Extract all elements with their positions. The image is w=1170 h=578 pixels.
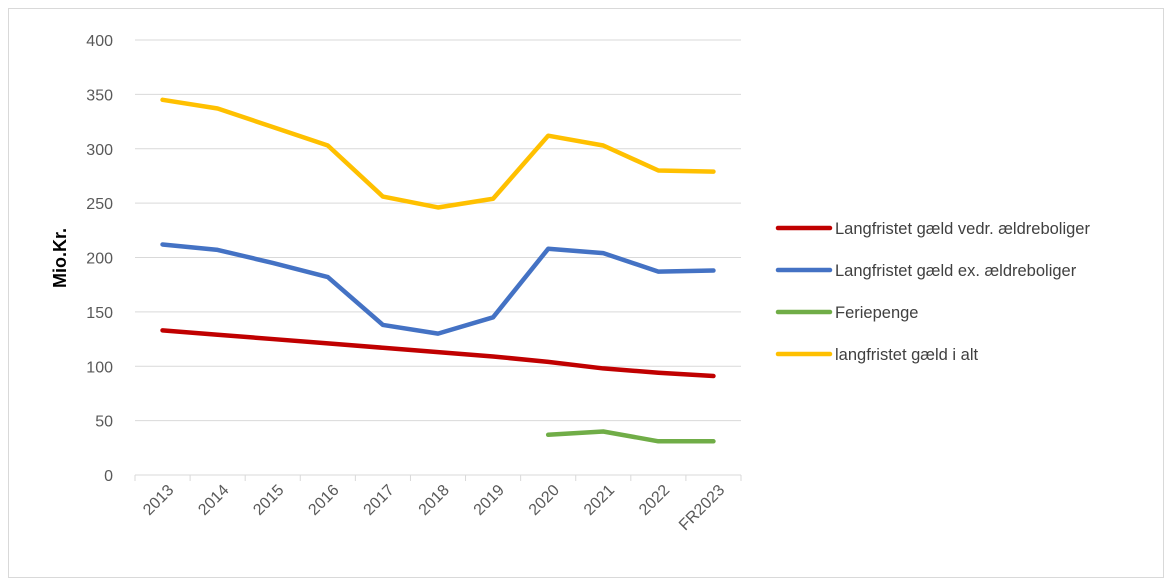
x-tick-label: 2015: [250, 482, 287, 519]
y-tick-label: 100: [86, 359, 113, 376]
y-tick-labels: 0 50 100 150 200 250 300 350 400: [86, 33, 113, 485]
y-tick-label: 300: [86, 142, 113, 159]
series-line-3: [545, 429, 716, 444]
x-tick-label: 2014: [195, 482, 232, 519]
gridlines: [135, 39, 741, 422]
legend-label: Feriepenge: [835, 304, 918, 322]
y-tick-label: 50: [95, 414, 113, 431]
y-tick-label: 350: [86, 87, 113, 104]
x-tick-label: 2021: [581, 482, 618, 519]
x-tick-label: 2018: [416, 482, 453, 519]
chart-frame: [8, 8, 1164, 578]
y-tick-label: 150: [86, 305, 113, 322]
x-tick-label: 2013: [140, 482, 177, 519]
legend: Langfristet gæld vedr. ældreboliger Langf…: [775, 220, 1090, 364]
x-tick-label: 2020: [526, 482, 563, 519]
series-line-4: [160, 97, 716, 210]
x-tick-label: 2022: [636, 482, 673, 519]
series-line-2: [160, 242, 716, 336]
series-line-1: [160, 328, 716, 379]
x-tick-label: 2019: [471, 482, 508, 519]
y-tick-label: 250: [86, 196, 113, 213]
series-lines: [160, 97, 716, 444]
legend-label: Langfristet gæld ex. ældreboliger: [835, 262, 1077, 280]
legend-label: langfristet gæld i alt: [835, 346, 978, 364]
x-tick-label: 2017: [361, 482, 398, 519]
y-tick-label: 0: [104, 468, 113, 485]
y-axis-label: Mio.Kr.: [50, 228, 70, 288]
x-tick-label: FR2023: [676, 482, 728, 534]
y-tick-label: 400: [86, 33, 113, 50]
y-tick-label: 200: [86, 251, 113, 268]
x-tick-label: 2016: [305, 482, 342, 519]
axes: [134, 474, 742, 481]
x-tick-labels: 2013 2014 2015 2016 2017 2018 2019 2020 2021 2022…: [140, 482, 728, 534]
legend-label: Langfristet gæld vedr. ældreboliger: [835, 220, 1090, 238]
